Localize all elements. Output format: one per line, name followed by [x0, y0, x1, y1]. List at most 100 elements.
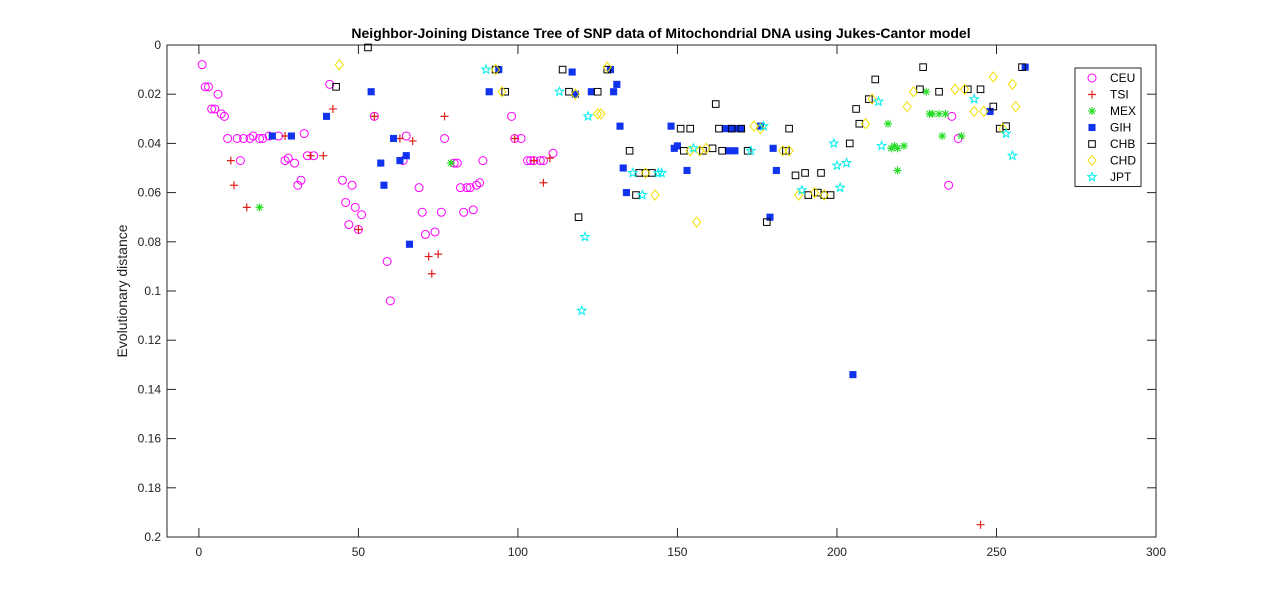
point-mex	[899, 141, 908, 150]
point-ceu	[507, 111, 517, 121]
y-tick-label: 0.02	[138, 87, 162, 101]
point-chb	[737, 124, 746, 133]
point-tsi	[539, 178, 548, 187]
point-gih	[737, 125, 745, 133]
point-tsi	[370, 112, 379, 121]
point-chd	[497, 85, 507, 98]
point-mex	[893, 144, 902, 153]
legend-label-jpt: JPT	[1110, 170, 1132, 184]
point-ceu	[357, 210, 367, 220]
x-tick-label: 200	[827, 545, 847, 559]
point-chb	[801, 169, 809, 177]
point-chd	[596, 108, 606, 120]
point-chb	[963, 85, 972, 94]
point-gih	[731, 147, 739, 155]
point-ceu	[248, 131, 258, 141]
point-mex	[884, 119, 893, 128]
point-ceu	[293, 180, 303, 190]
point-mex	[446, 159, 455, 168]
point-ceu	[200, 82, 210, 92]
point-chb	[817, 169, 825, 177]
point-chb	[855, 119, 864, 128]
point-gih	[772, 166, 780, 175]
legend: CEU TSI MEX GIH CHB CHD JPT	[1074, 67, 1142, 187]
point-tsi	[354, 225, 363, 234]
point-ceu	[471, 180, 481, 190]
point-jpt	[872, 95, 885, 107]
y-tick-label: 0.1	[144, 284, 161, 298]
point-chb	[852, 105, 860, 113]
point-ceu	[475, 178, 485, 188]
point-ceu	[203, 82, 213, 92]
y-tick-label: 0.2	[144, 530, 161, 544]
legend-marker-chb	[1088, 140, 1096, 148]
legend-marker-chd	[1087, 154, 1097, 167]
point-ceu	[207, 104, 217, 114]
point-jpt	[745, 144, 757, 156]
point-ceu	[299, 129, 309, 139]
point-ceu	[280, 156, 290, 166]
x-tick-label: 0	[196, 545, 203, 559]
point-jpt	[687, 142, 700, 154]
point-ceu	[216, 109, 226, 119]
point-chd	[749, 120, 759, 132]
point-chb	[364, 43, 372, 52]
point-jpt	[553, 85, 566, 97]
point-chd	[755, 122, 766, 135]
point-chb	[935, 87, 943, 96]
x-axis: 0 50 100 150 200 250 300	[196, 45, 1166, 559]
point-ceu	[462, 183, 472, 193]
point-jpt	[576, 304, 588, 316]
point-ceu	[468, 205, 478, 215]
point-ceu	[401, 131, 411, 141]
point-ceu	[465, 183, 475, 193]
point-chd	[593, 108, 603, 120]
chart-title: Neighbor-Joining Distance Tree of SNP da…	[351, 25, 970, 41]
point-chd	[1010, 100, 1021, 113]
point-chd	[650, 189, 660, 201]
point-jpt	[828, 137, 840, 149]
point-ceu	[385, 296, 395, 306]
point-chb	[708, 144, 717, 153]
point-gih	[380, 181, 388, 189]
legend-label-ceu: CEU	[1110, 71, 1135, 85]
point-tsi	[395, 134, 404, 143]
point-gih	[587, 88, 595, 96]
point-gih	[287, 132, 295, 140]
point-gih	[405, 240, 414, 248]
point-jpt	[636, 189, 648, 200]
point-gih	[728, 125, 736, 133]
point-chd	[691, 216, 702, 228]
point-ceu	[213, 89, 223, 99]
data-points	[197, 43, 1029, 529]
point-ceu	[944, 180, 954, 190]
point-jpt	[840, 157, 853, 168]
point-tsi	[529, 156, 538, 165]
point-ceu	[350, 202, 360, 212]
point-chb	[762, 218, 771, 226]
series-tsi	[226, 104, 985, 529]
point-gih	[673, 142, 682, 150]
point-ceu	[382, 256, 392, 266]
point-tsi	[229, 181, 238, 190]
point-jpt	[796, 184, 808, 195]
point-chb	[565, 87, 573, 96]
legend-label-gih: GIH	[1110, 121, 1131, 135]
point-tsi	[976, 520, 985, 529]
point-ceu	[417, 207, 427, 217]
point-ceu	[283, 153, 293, 163]
point-tsi	[510, 134, 519, 143]
y-axis: 0 0.02 0.04 0.06 0.08 0.1 0.12 0.14 0.16 0.18 0.2	[138, 38, 1156, 544]
point-chb	[676, 124, 685, 133]
point-chd	[1007, 78, 1018, 91]
point-chb	[791, 171, 800, 180]
point-ceu	[337, 175, 347, 185]
point-chd	[685, 144, 695, 157]
plot-frame	[166, 44, 1157, 538]
point-ceu	[197, 60, 207, 70]
point-gih	[389, 134, 398, 143]
point-ceu	[245, 133, 255, 143]
point-tsi	[328, 104, 337, 113]
point-ceu	[210, 104, 220, 114]
point-ceu	[440, 133, 450, 143]
